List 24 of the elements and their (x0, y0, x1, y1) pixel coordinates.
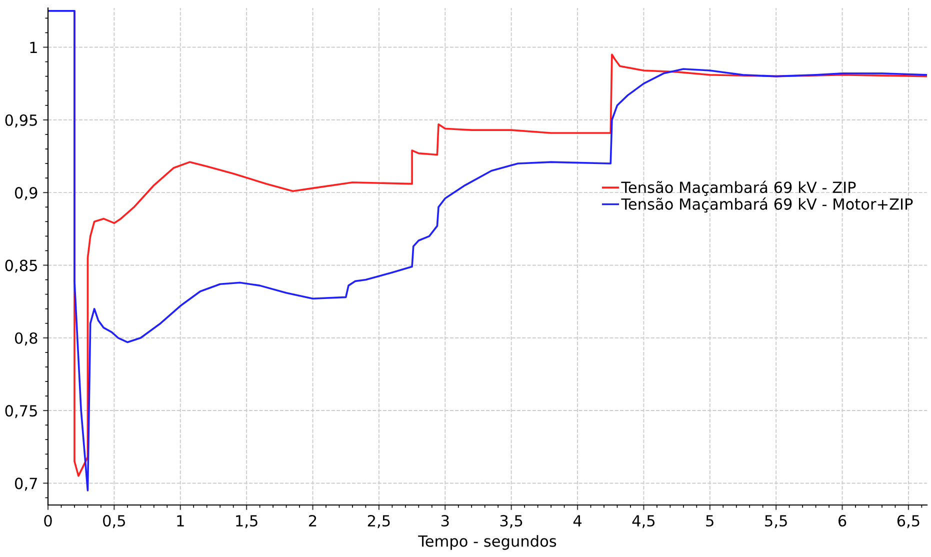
y-tick-label: 1 (30, 42, 37, 54)
x-tick-label: 5,5 (765, 515, 787, 528)
x-tick-label: 0,5 (103, 514, 126, 528)
x-tick-label: 2,5 (368, 514, 390, 528)
legend-label: Tensão Maçambará 69 kV - ZIP (621, 180, 856, 196)
x-tick-label: 4 (573, 515, 582, 526)
y-tick-label: 0,9 (14, 187, 38, 200)
y-tick-label: 0,8 (14, 332, 38, 346)
x-tick-label: 6,5 (897, 514, 920, 528)
x-tick-label: 6 (838, 514, 846, 527)
y-tick-label: 0,75 (5, 405, 37, 418)
y-tick-label: 0,95 (5, 114, 37, 128)
x-tick-label: 3 (441, 514, 449, 527)
y-tick-label: 0,85 (5, 260, 37, 273)
x-tick-label: 4,5 (632, 515, 655, 528)
legend-label: Tensão Maçambará 69 kV - Motor+ZIP (621, 197, 913, 213)
x-tick-label: 3,5 (500, 514, 522, 528)
x-tick-label: 1 (177, 515, 184, 526)
y-tick-label: 0,7 (14, 478, 37, 491)
x-tick-label: 1,5 (236, 515, 258, 528)
x-axis-title: Tempo - segundos (418, 535, 556, 550)
x-tick-label: 0 (44, 514, 52, 527)
x-tick-label: 2 (309, 514, 316, 526)
x-tick-label: 5 (706, 515, 714, 527)
